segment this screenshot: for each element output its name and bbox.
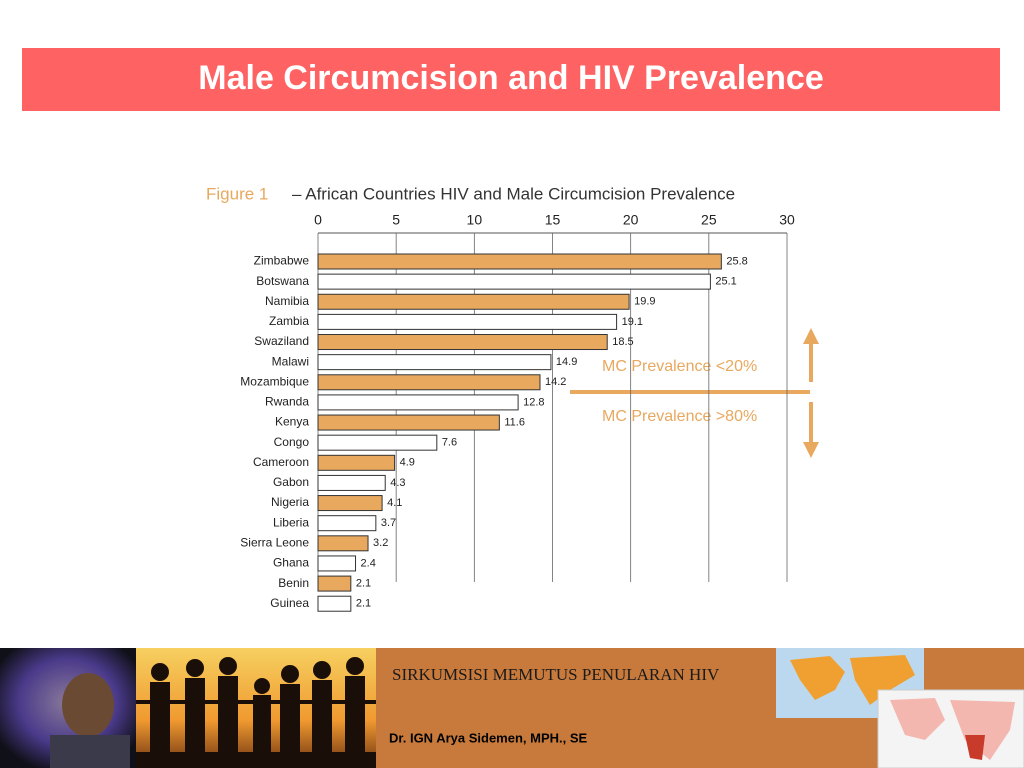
- value-label: 2.4: [361, 557, 376, 569]
- bar: [317, 595, 352, 612]
- y-tick-label: Gabon: [273, 475, 309, 489]
- bar: [317, 474, 386, 491]
- bar: [317, 575, 352, 592]
- value-label: 12.8: [523, 396, 544, 408]
- bar: [317, 334, 608, 351]
- value-label: 25.1: [715, 276, 736, 288]
- y-tick-label: Congo: [274, 435, 310, 449]
- bar: [317, 414, 500, 431]
- y-tick-label: Botswana: [256, 274, 309, 288]
- y-tick-label: Ghana: [273, 556, 309, 570]
- bar: [317, 515, 377, 532]
- y-tick-label: Liberia: [273, 515, 309, 529]
- x-tick-label: 15: [545, 212, 561, 228]
- bar-chart: 0 5 10 15 20 25 30 Zimbabwe 25.8 Botswana 25.1 Nami…: [240, 212, 795, 612]
- y-tick-label: Zambia: [269, 314, 309, 328]
- y-tick-label: Sierra Leone: [240, 535, 309, 549]
- x-tick-label: 0: [314, 212, 322, 228]
- value-label: 4.1: [387, 497, 402, 509]
- arrow-up-head: [803, 328, 819, 344]
- y-tick-label: Guinea: [270, 596, 309, 610]
- x-tick-label: 10: [467, 212, 483, 228]
- value-label: 4.9: [400, 457, 415, 469]
- value-label: 3.2: [373, 537, 388, 549]
- x-tick-label: 5: [392, 212, 400, 228]
- title-banner: [22, 48, 1000, 111]
- y-tick-label: Cameroon: [253, 455, 309, 469]
- value-label: 19.1: [622, 316, 643, 328]
- y-tick-label: Kenya: [275, 415, 309, 429]
- value-label: 3.7: [381, 517, 396, 529]
- bar: [317, 454, 396, 471]
- y-tick-label: Zimbabwe: [254, 254, 310, 268]
- value-label: 2.1: [356, 577, 371, 589]
- value-label: 11.6: [504, 416, 525, 428]
- y-tick-label: Namibia: [265, 294, 309, 308]
- y-tick-label: Nigeria: [271, 495, 309, 509]
- y-tick-label: Mozambique: [240, 374, 309, 388]
- y-tick-label: Benin: [278, 576, 309, 590]
- bar: [317, 273, 711, 290]
- figure-label: Figure 1: [206, 184, 268, 203]
- value-label: 14.9: [556, 356, 577, 368]
- silhouettes: [136, 657, 376, 768]
- bar: [317, 253, 722, 270]
- bar: [317, 374, 541, 391]
- bar: [317, 354, 552, 371]
- value-label: 7.6: [442, 437, 457, 449]
- bar: [317, 394, 519, 411]
- annotation: MC Prevalence <20%: [602, 358, 757, 375]
- x-tick-label: 30: [779, 212, 795, 228]
- value-label: 25.8: [726, 255, 747, 267]
- bar: [317, 293, 630, 310]
- x-tick-label: 20: [623, 212, 639, 228]
- bar: [317, 555, 357, 572]
- value-label: 14.2: [545, 376, 566, 388]
- value-label: 2.1: [356, 598, 371, 610]
- value-label: 18.5: [612, 336, 633, 348]
- slide-title: Male Circumcision and HIV Prevalence: [198, 59, 823, 97]
- footer-slogan: SIRKUMSISI MEMUTUS PENULARAN HIV: [392, 665, 720, 684]
- bar: [317, 313, 618, 330]
- figure-title: – African Countries HIV and Male Circumc…: [292, 184, 735, 203]
- map-highlight: [965, 735, 985, 760]
- footer-author: Dr. IGN Arya Sidemen, MPH., SE: [389, 730, 588, 745]
- arrow-down-head: [803, 442, 819, 458]
- bar: [317, 535, 369, 552]
- bar: [317, 495, 383, 512]
- author-shirt: [50, 735, 130, 768]
- value-label: 4.3: [390, 477, 405, 489]
- annotation: MC Prevalence >80%: [602, 408, 757, 425]
- y-tick-label: Swaziland: [254, 334, 309, 348]
- value-label: 19.9: [634, 296, 655, 308]
- y-tick-label: Malawi: [272, 354, 309, 368]
- x-tick-label: 25: [701, 212, 717, 228]
- y-tick-label: Rwanda: [265, 395, 309, 409]
- bar: [317, 434, 438, 451]
- author-face: [62, 673, 114, 737]
